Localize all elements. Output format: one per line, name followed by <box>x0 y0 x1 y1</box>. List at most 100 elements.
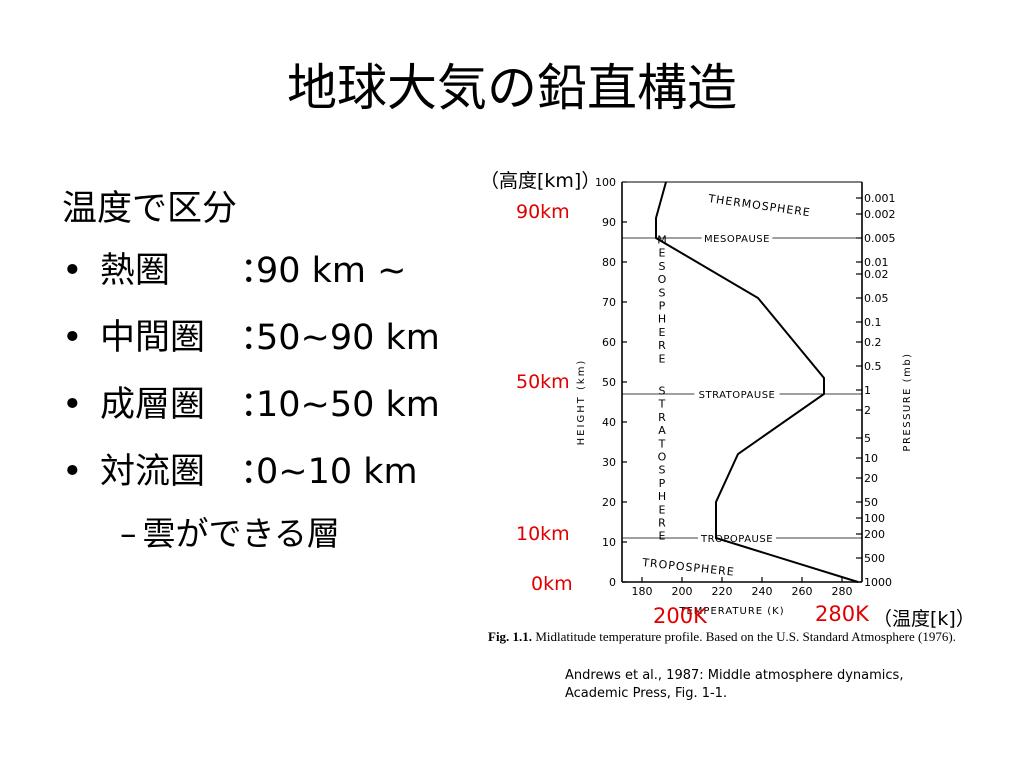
reference-line-1: Andrews et al., 1987: Middle atmosphere … <box>565 668 904 683</box>
y-tick-label: 70 <box>602 296 616 309</box>
layer-bullet-list: • 熱圏 ：90 km ~ • 中間圏 ：50~90 km • 成層圏 ：10~50 km … <box>62 248 440 495</box>
pressure-tick-label: 2 <box>864 404 871 417</box>
layer-label-mesosphere-letter: E <box>659 247 666 260</box>
height-unit-label: （高度[km]） <box>480 170 601 192</box>
layer-label-stratosphere-letter: S <box>659 385 666 398</box>
pause-label: STRATOPAUSE <box>699 390 776 401</box>
y-tick-label: 50 <box>602 376 616 389</box>
bullet-dot: • <box>62 251 83 291</box>
layer-label-thermosphere: THERMOSPHERE <box>707 192 812 219</box>
layer-label-mesosphere-letter: R <box>658 339 666 352</box>
layer-name: 中間圏 <box>100 318 206 358</box>
x-tick-label: 200 <box>672 585 693 598</box>
layer-colon: ： <box>240 318 276 358</box>
pressure-tick-label: 5 <box>864 432 871 445</box>
annotation-10km: 10km <box>516 523 570 545</box>
layer-label-mesosphere-letter: O <box>658 273 667 286</box>
sub-bullet: – 雲ができる層 <box>120 511 340 557</box>
y-tick-label: 20 <box>602 496 616 509</box>
layer-label-mesosphere-letter: P <box>659 300 666 313</box>
temperature-profile-line <box>655 181 859 583</box>
layer-label-mesosphere-letter: E <box>659 352 666 365</box>
caption-figure-number: Fig. 1.1. <box>488 629 533 644</box>
pressure-tick-label: 0.002 <box>864 208 896 221</box>
pressure-tick-label: 20 <box>864 472 878 485</box>
pause-label-bg <box>694 388 780 400</box>
layer-range: 0~10 km <box>256 452 418 492</box>
layer-label-stratosphere-letter: T <box>658 398 666 411</box>
layer-range: 90 km ~ <box>256 251 407 291</box>
temp-unit-label: （温度[k]） <box>873 608 975 630</box>
y-axis-label: HEIGHT (km) <box>576 359 587 446</box>
caption-text: Midlatitude temperature profile. Based o… <box>535 629 956 644</box>
pressure-tick-label: 100 <box>864 512 885 525</box>
bullet-dot: • <box>62 318 83 358</box>
y-tick-label: 80 <box>602 256 616 269</box>
pause-label-bg <box>701 232 773 244</box>
layer-colon: ： <box>240 251 276 291</box>
layer-name: 熱圏 <box>100 251 171 291</box>
layer-label-stratosphere-letter: E <box>659 503 666 516</box>
layer-range: 10~50 km <box>256 385 440 425</box>
layer-label-stratosphere-letter: A <box>658 424 666 437</box>
bullet-list-container: 温度で区分 • 熱圏 ：90 km ~ • 中間圏 ：50~90 km • 成層圏 ：10~… <box>62 186 440 516</box>
layer-label-stratosphere-letter: S <box>659 464 666 477</box>
annotation-200k: 200K <box>653 604 707 628</box>
layer-label-stratosphere-letter: R <box>658 517 666 530</box>
figure-caption: Fig. 1.1. Midlatitude temperature profil… <box>488 629 956 645</box>
sub-bullet-dash: – <box>120 514 137 553</box>
y-tick-label: 40 <box>602 416 616 429</box>
layer-label-mesosphere-letter: S <box>659 286 666 299</box>
layer-name: 成層圏 <box>100 385 206 425</box>
layer-label-troposphere: TROPOSPHERE <box>641 556 736 579</box>
bullet-mesosphere: • 中間圏 ：50~90 km <box>62 315 440 361</box>
annotation-50km: 50km <box>516 371 570 393</box>
y-tick-label: 30 <box>602 456 616 469</box>
pressure-tick-label: 10 <box>864 452 878 465</box>
pressure-tick-label: 1 <box>864 384 871 397</box>
slide-title: 地球大気の鉛直構造 <box>287 59 737 117</box>
bullet-dot: • <box>62 385 83 425</box>
layer-label-mesosphere-letter: H <box>658 313 666 326</box>
bullet-stratosphere: • 成層圏 ：10~50 km <box>62 382 440 428</box>
pause-label: TROPOPAUSE <box>700 534 773 545</box>
pressure-tick-label: 200 <box>864 528 885 541</box>
pressure-tick-label: 1000 <box>864 576 892 589</box>
layer-label-stratosphere-letter: H <box>658 490 666 503</box>
layer-colon: ： <box>240 452 276 492</box>
sub-bullet-text: 雲ができる層 <box>142 514 340 553</box>
pressure-tick-label: 500 <box>864 552 885 565</box>
x-tick-label: 280 <box>832 585 853 598</box>
layer-label-stratosphere-letter: P <box>659 477 666 490</box>
pressure-tick-label: 0.5 <box>864 360 882 373</box>
layer-label-stratosphere-letter: T <box>658 437 666 450</box>
pressure-axis-label: PRESSURE (mb) <box>902 352 913 451</box>
annotation-90km: 90km <box>516 201 570 223</box>
y-tick-label: 60 <box>602 336 616 349</box>
pressure-tick-label: 0.001 <box>864 192 896 205</box>
layer-label-mesosphere-letter: E <box>659 326 666 339</box>
x-tick-label: 260 <box>792 585 813 598</box>
x-tick-label: 180 <box>632 585 653 598</box>
bullet-troposphere: • 対流圏 ：0~10 km <box>62 449 440 495</box>
bullet-thermosphere: • 熱圏 ：90 km ~ <box>62 248 440 294</box>
annotation-0km: 0km <box>531 573 573 595</box>
y-tick-label: 100 <box>595 176 616 189</box>
pressure-tick-label: 0.2 <box>864 336 882 349</box>
x-tick-label: 240 <box>752 585 773 598</box>
y-tick-label: 90 <box>602 216 616 229</box>
layer-range: 50~90 km <box>256 318 440 358</box>
layer-label-stratosphere-letter: O <box>658 451 667 464</box>
reference-line-2: Academic Press, Fig. 1-1. <box>565 686 728 701</box>
pressure-tick-label: 0.05 <box>864 292 889 305</box>
pause-label-bg <box>698 532 776 544</box>
layer-label-stratosphere-letter: R <box>658 411 666 424</box>
x-axis-label: TEMPERATURE (K) <box>678 606 784 617</box>
y-tick-label: 10 <box>602 536 616 549</box>
y-tick-label: 0 <box>609 576 616 589</box>
pressure-tick-label: 50 <box>864 496 878 509</box>
pressure-tick-label: 0.1 <box>864 316 882 329</box>
pressure-tick-label: 0.01 <box>864 256 889 269</box>
pressure-tick-label: 0.02 <box>864 268 889 281</box>
figure-reference: Andrews et al., 1987: Middle atmosphere … <box>565 667 903 703</box>
